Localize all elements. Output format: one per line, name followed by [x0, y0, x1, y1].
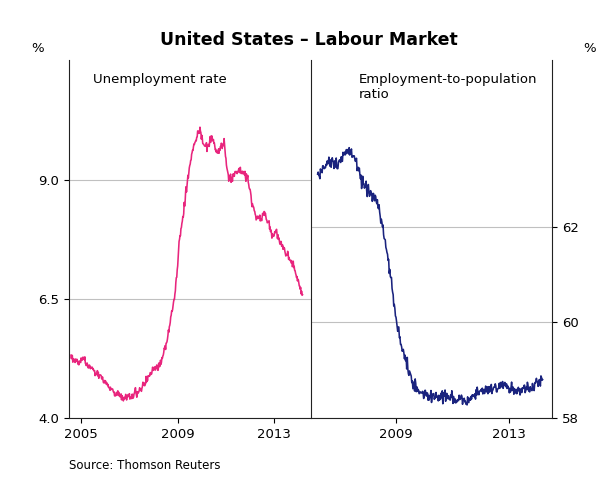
Text: %: % [583, 42, 595, 55]
Text: %: % [32, 42, 44, 55]
Text: Source: Thomson Reuters: Source: Thomson Reuters [69, 459, 221, 472]
Text: United States – Labour Market: United States – Labour Market [160, 31, 458, 49]
Text: Employment-to-population
ratio: Employment-to-population ratio [359, 73, 538, 101]
Text: Unemployment rate: Unemployment rate [93, 73, 227, 86]
